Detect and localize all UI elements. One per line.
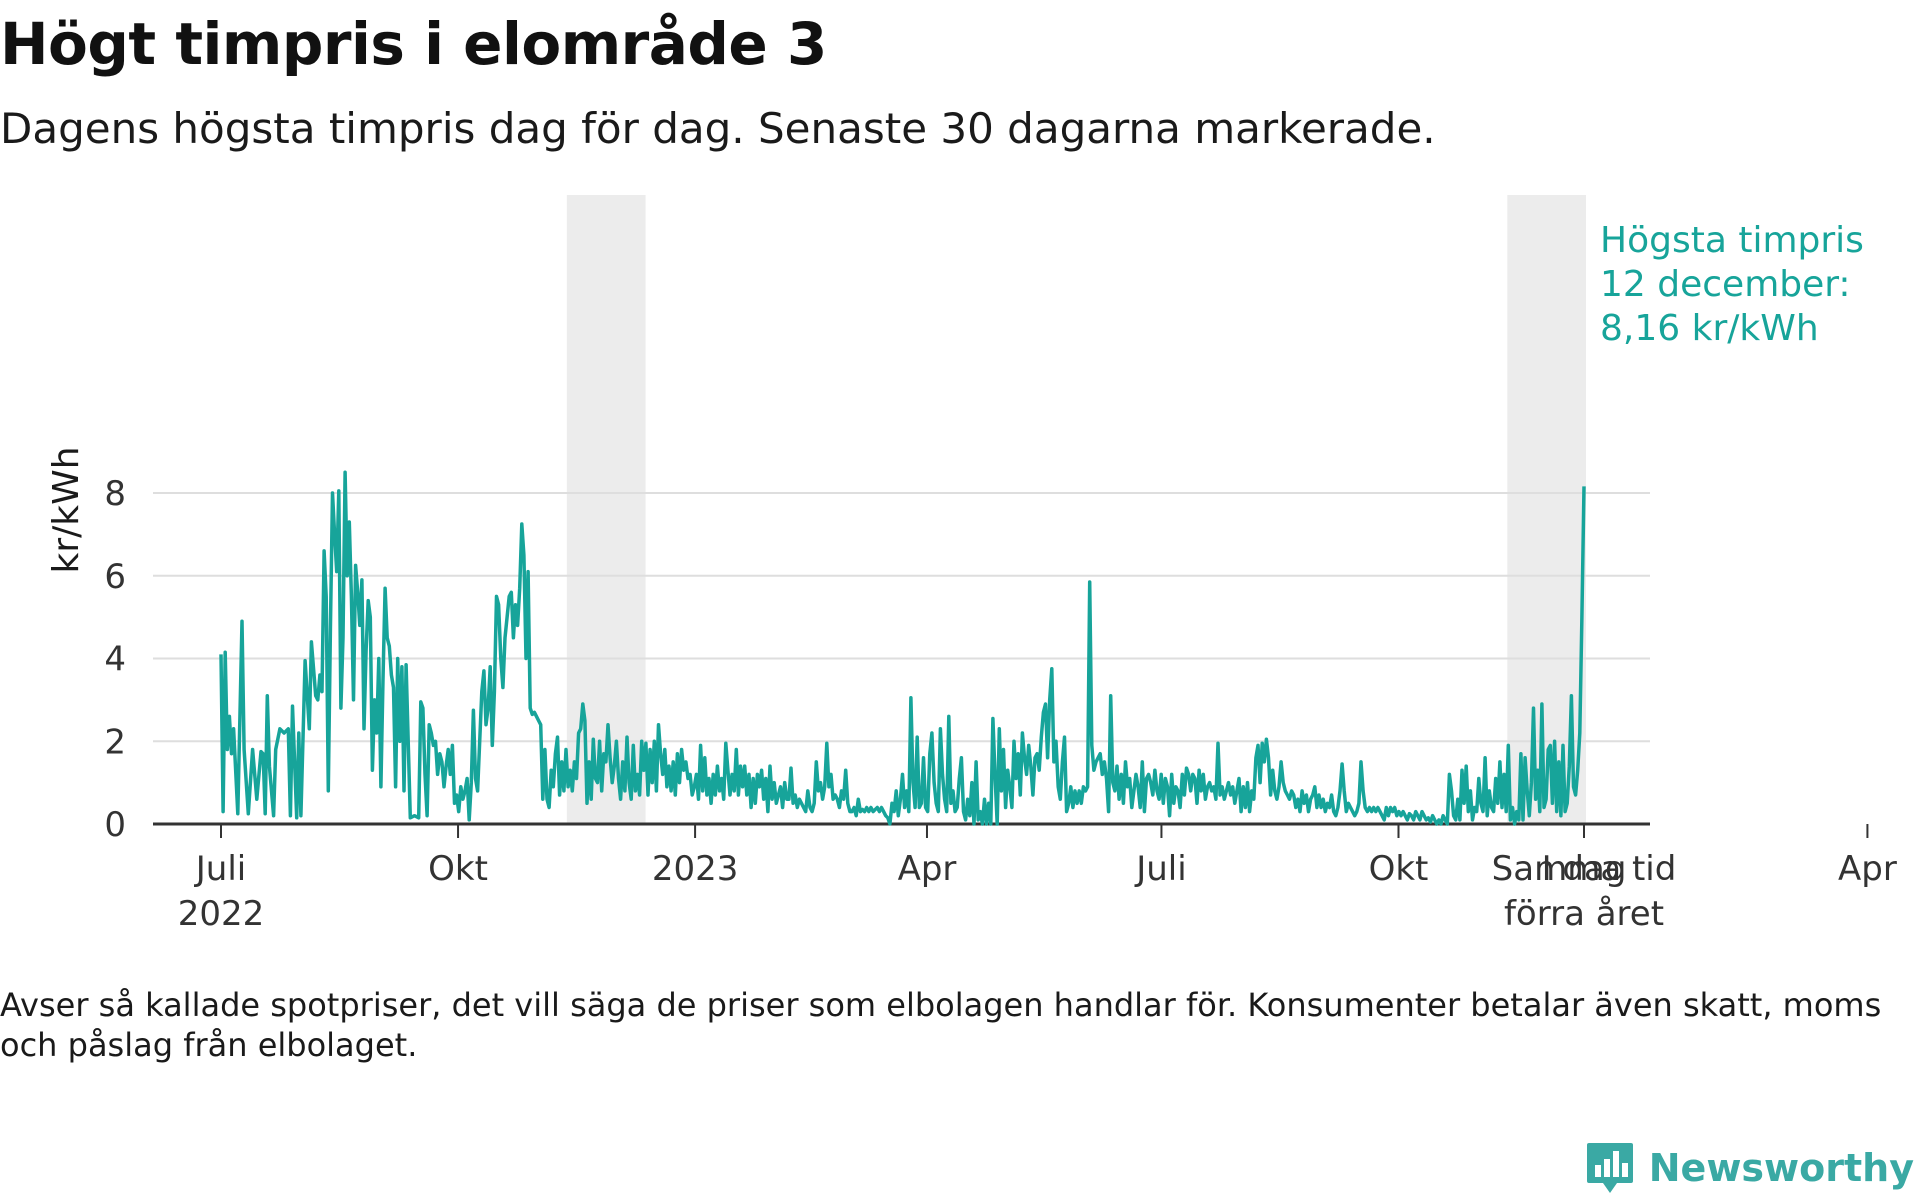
y-axis-ticks: 0 2 4 6 8 [104,474,126,845]
annotation-line: 8,16 kr/kWh [1600,308,1819,349]
x-tick-label: I dag [1542,849,1627,889]
chart-subtitle: Dagens högsta timpris dag för dag. Senas… [0,104,1436,153]
line-chart: 0 2 4 6 8 Juli 2022 Okt 2023 Apr Juli Okt Samma tid… [46,195,1897,934]
x-tick-label: Apr [1838,849,1897,889]
x-tick-label: Apr [898,849,957,889]
x-tick-label-line2: 2022 [178,894,265,934]
y-tick-label: 0 [104,805,126,845]
y-tick-label: 4 [104,640,126,680]
y-tick-label: 8 [104,474,126,514]
brand-name: Newsworthy [1648,1146,1914,1190]
y-tick-label: 2 [104,722,126,762]
highlight-bands [566,195,1586,824]
x-tick-label: Okt [1369,849,1429,889]
x-axis-ticks: Juli 2022 Okt 2023 Apr Juli Okt Samma tid förra … [178,824,1897,934]
x-tick-label: Juli [1134,849,1186,889]
x-tick-label: Okt [428,849,488,889]
annotation-line: 12 december: [1600,264,1851,305]
y-tick-label: 6 [104,557,126,597]
highlight-band [1507,195,1586,824]
newsworthy-logo-icon [1586,1143,1633,1193]
x-tick-label: Samma tid [1492,849,1677,889]
y-axis-label: kr/kWh [46,446,87,573]
x-tick-label-line2: förra året [1504,894,1664,934]
chart-title: Högt timpris i elområde 3 [0,10,827,78]
brand-logo[interactable]: Newsworthy [1585,1140,1914,1196]
footnote: Avser så kallade spotpriser, det vill sä… [0,986,1882,1064]
annotation-line: Högsta timpris [1600,220,1864,261]
x-tick-label: 2023 [652,849,739,889]
series-line [219,470,1586,826]
x-tick-label: Juli [194,849,246,889]
